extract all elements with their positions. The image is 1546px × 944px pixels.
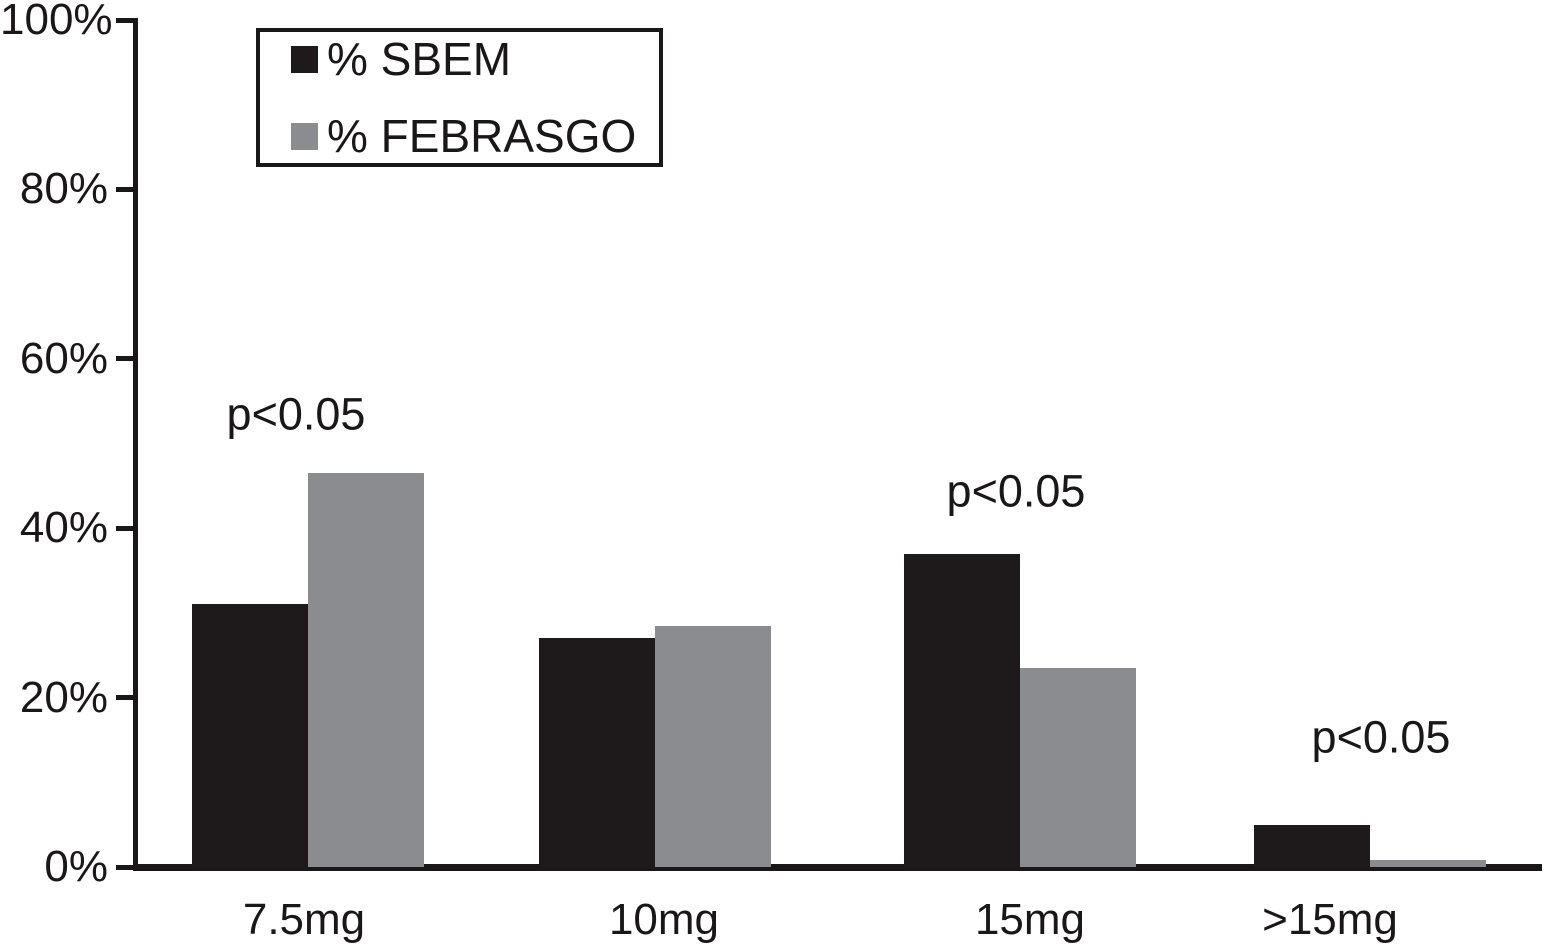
y-tick-mark <box>116 695 133 701</box>
x-axis-label->15mg: >15mg <box>1262 895 1398 944</box>
legend-label-febrasgo: % FEBRASGO <box>327 110 637 162</box>
bar-sbem->15mg <box>1254 825 1370 867</box>
y-tick-label: 100% <box>0 0 113 44</box>
y-tick-label: 60% <box>19 333 108 383</box>
x-axis-label-10mg: 10mg <box>608 895 720 944</box>
bar-sbem-15mg <box>904 554 1020 867</box>
y-tick-label: 20% <box>19 672 108 722</box>
y-tick-mark <box>116 525 133 531</box>
y-tick-mark <box>116 864 133 870</box>
bar-sbem-10mg <box>539 638 655 867</box>
legend: % SBEM % FEBRASGO <box>256 28 663 167</box>
x-axis-line <box>133 864 1542 871</box>
y-tick-mark <box>116 17 133 23</box>
p-value-annotation-15mg: p<0.05 <box>946 465 1086 517</box>
y-tick-mark <box>116 356 133 362</box>
y-tick-mark <box>116 186 133 192</box>
y-tick-label: 0% <box>44 842 108 891</box>
sbem-swatch-icon <box>291 45 318 73</box>
bar-febrasgo-10mg <box>655 626 771 867</box>
bar-febrasgo-7.5mg <box>308 473 424 867</box>
p-value-annotation-7.5mg: p<0.05 <box>226 388 366 440</box>
bar-febrasgo-15mg <box>1020 668 1136 867</box>
febrasgo-swatch-icon <box>291 122 318 150</box>
x-axis-label-15mg: 15mg <box>974 895 1086 944</box>
legend-item-febrasgo: % FEBRASGO <box>291 113 659 159</box>
p-value-annotation->15mg: p<0.05 <box>1311 711 1451 763</box>
y-axis-line <box>133 18 138 870</box>
legend-label-sbem: % SBEM <box>327 33 512 85</box>
bar-febrasgo->15mg <box>1370 860 1486 867</box>
bar-sbem-7.5mg <box>192 604 308 867</box>
legend-item-sbem: % SBEM <box>291 36 659 82</box>
y-tick-label: 80% <box>19 164 108 214</box>
y-tick-label: 40% <box>19 503 108 553</box>
x-axis-label-7.5mg: 7.5mg <box>242 895 366 944</box>
